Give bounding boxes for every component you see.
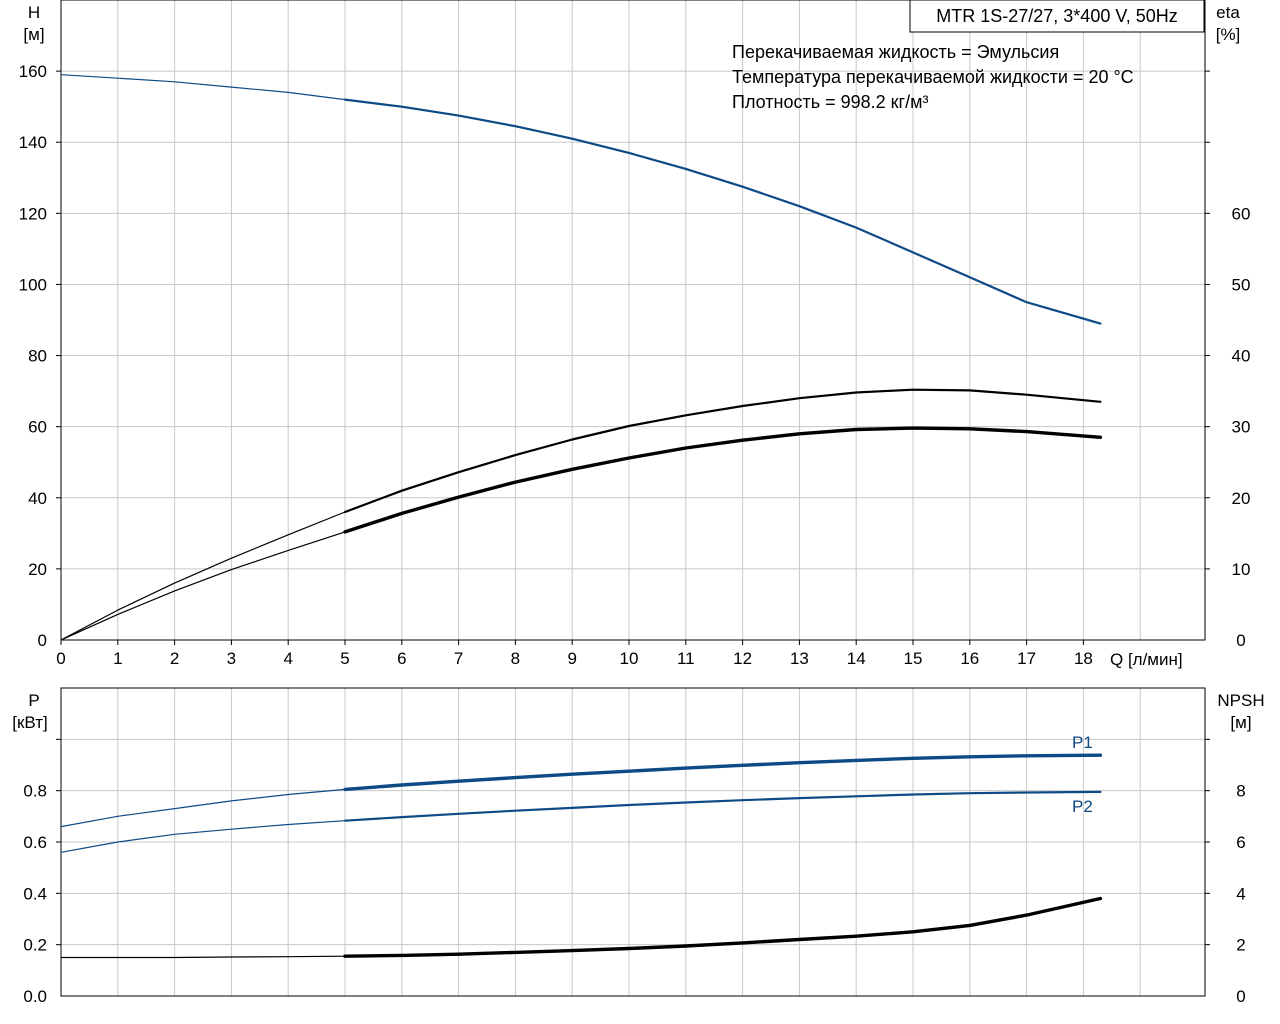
top-right-tick-label: 60 bbox=[1232, 204, 1251, 223]
top-left-tick-label: 100 bbox=[19, 275, 47, 294]
top-series-0 bbox=[343, 98, 1102, 325]
series-label-p1: P1 bbox=[1072, 733, 1093, 752]
x-tick-label: 8 bbox=[511, 649, 520, 668]
top-left-axis-label-unit: [м] bbox=[23, 25, 44, 44]
bottom-left-tick-label: 0.2 bbox=[23, 936, 47, 955]
bottom-series-p1 bbox=[343, 753, 1103, 792]
info-line-liquid: Перекачиваемая жидкость = Эмульсия bbox=[732, 42, 1059, 62]
top-left-tick-label: 0 bbox=[38, 631, 47, 650]
top-right-axis-label-unit: [%] bbox=[1216, 25, 1241, 44]
top-series-1 bbox=[343, 388, 1102, 514]
title-box bbox=[909, 0, 1205, 33]
bottom-series-p2-extrapolated bbox=[60, 820, 346, 853]
bottom-right-tick-label: 8 bbox=[1236, 782, 1245, 801]
bottom-right-axis-label-unit: [м] bbox=[1230, 713, 1251, 732]
bottom-left-tick-label: 0.4 bbox=[23, 884, 47, 903]
x-tick-label: 2 bbox=[170, 649, 179, 668]
top-right-tick-label: 40 bbox=[1232, 347, 1251, 366]
top-left-tick-label: 80 bbox=[28, 347, 47, 366]
top-left-tick-label: 140 bbox=[19, 133, 47, 152]
x-tick-label: 11 bbox=[677, 649, 695, 668]
title-box-text: MTR 1S-27/27, 3*400 V, 50Hz bbox=[936, 6, 1177, 26]
top-series-2-extrapolated bbox=[60, 531, 346, 641]
bottom-right-tick-label: 0 bbox=[1236, 987, 1245, 1006]
top-right-tick-label: 20 bbox=[1232, 489, 1251, 508]
top-left-tick-label: 120 bbox=[19, 204, 47, 223]
x-tick-label: 7 bbox=[454, 649, 463, 668]
power-npsh-panel: 0.0 0.2 0.4 0.6 0.8 0 2 4 6 8 P [кВт] NPSH [м] P1… bbox=[12, 687, 1265, 1006]
top-series-1-extrapolated bbox=[60, 511, 346, 641]
top-right-axis-label-name: eta bbox=[1216, 3, 1240, 22]
bottom-left-tick-label: 0.0 bbox=[23, 987, 47, 1006]
bottom-left-axis-label-unit: [кВт] bbox=[12, 713, 47, 732]
top-right-tick-label: 0 bbox=[1236, 631, 1245, 650]
top-series-2 bbox=[343, 426, 1103, 534]
top-left-tick-label: 60 bbox=[28, 418, 47, 437]
x-tick-label: 17 bbox=[1017, 649, 1036, 668]
x-tick-label: 16 bbox=[960, 649, 979, 668]
x-tick-label: 10 bbox=[620, 649, 639, 668]
x-axis-label: Q [л/мин] bbox=[1110, 650, 1183, 669]
x-tick-label: 4 bbox=[283, 649, 292, 668]
x-tick-label: 9 bbox=[567, 649, 576, 668]
x-tick-label: 1 bbox=[113, 649, 122, 668]
top-left-tick-label: 40 bbox=[28, 489, 47, 508]
bottom-left-tick-label: 0.6 bbox=[23, 833, 47, 852]
bottom-right-tick-label: 6 bbox=[1236, 833, 1245, 852]
bottom-series-2 bbox=[343, 896, 1103, 958]
bottom-series-p2 bbox=[343, 790, 1102, 822]
bottom-series-p1-extrapolated bbox=[60, 788, 346, 828]
top-left-tick-label: 20 bbox=[28, 560, 47, 579]
x-tick-label: 6 bbox=[397, 649, 406, 668]
x-tick-label: 13 bbox=[790, 649, 809, 668]
top-plot-frame bbox=[60, 0, 1206, 641]
top-left-tick-label: 160 bbox=[19, 62, 47, 81]
x-tick-label: 15 bbox=[904, 649, 923, 668]
x-tick-label: 3 bbox=[227, 649, 236, 668]
x-tick-label: 14 bbox=[847, 649, 866, 668]
top-series-0-extrapolated bbox=[60, 74, 346, 101]
bottom-series bbox=[60, 753, 1103, 959]
bottom-left-axis-label-name: P bbox=[28, 691, 39, 710]
top-right-tick-label: 10 bbox=[1232, 560, 1251, 579]
info-line-temperature: Температура перекачиваемой жидкости = 20… bbox=[732, 67, 1134, 87]
x-tick-label: 18 bbox=[1074, 649, 1093, 668]
x-tick-label: 12 bbox=[733, 649, 752, 668]
top-left-axis-label-name: H bbox=[28, 3, 40, 22]
bottom-right-tick-label: 2 bbox=[1236, 936, 1245, 955]
bottom-ticks: 0.0 0.2 0.4 0.6 0.8 0 2 4 6 8 bbox=[23, 738, 1246, 1006]
x-tick-label: 0 bbox=[56, 649, 65, 668]
x-tick-label: 5 bbox=[340, 649, 349, 668]
info-line-density: Плотность = 998.2 кг/м³ bbox=[732, 92, 928, 112]
bottom-series-2-extrapolated bbox=[61, 955, 346, 959]
bottom-right-axis-label-name: NPSH bbox=[1217, 691, 1264, 710]
bottom-right-tick-label: 4 bbox=[1236, 884, 1245, 903]
series-label-p2: P2 bbox=[1072, 797, 1093, 816]
top-series bbox=[60, 74, 1103, 641]
top-right-tick-label: 50 bbox=[1232, 275, 1251, 294]
bottom-grid bbox=[61, 688, 1205, 996]
bottom-left-tick-label: 0.8 bbox=[23, 782, 47, 801]
top-right-tick-label: 30 bbox=[1232, 418, 1251, 437]
